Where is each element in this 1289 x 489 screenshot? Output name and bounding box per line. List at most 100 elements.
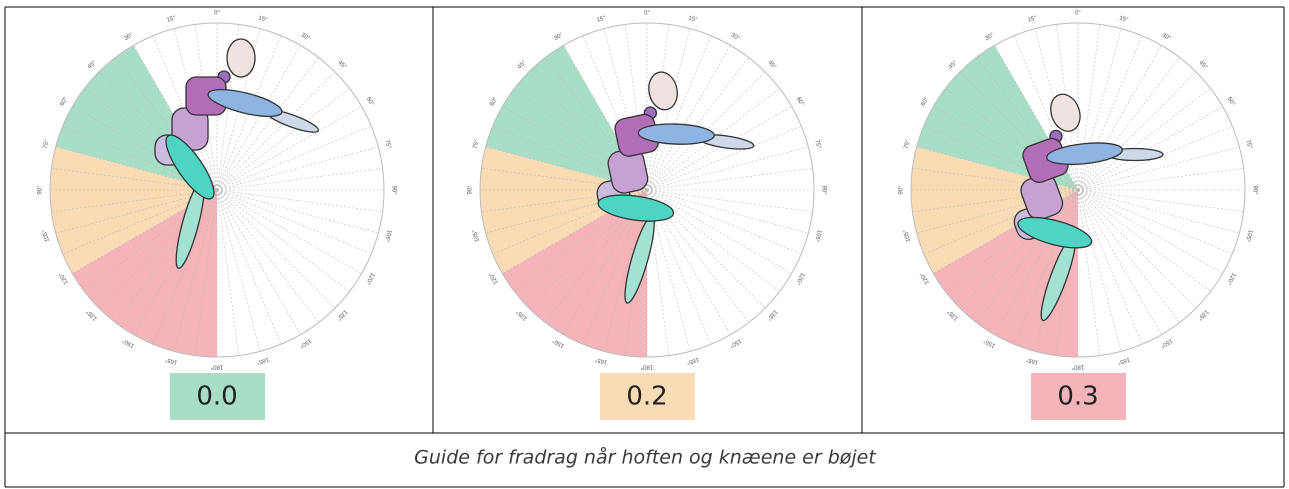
angle-label: 45° bbox=[336, 60, 347, 71]
angle-label: 150° bbox=[121, 337, 135, 349]
angle-label: 165° bbox=[164, 356, 178, 365]
radial-line bbox=[647, 107, 792, 191]
angle-label: 135° bbox=[515, 308, 528, 321]
angle-label: 150° bbox=[551, 337, 565, 349]
radial-line bbox=[1078, 29, 1121, 190]
angle-label: 105° bbox=[813, 229, 822, 243]
angle-label: 150° bbox=[1159, 337, 1173, 349]
angle-label: 15° bbox=[1027, 15, 1038, 23]
angle-label: 30° bbox=[984, 32, 995, 42]
angle-label: 120° bbox=[919, 271, 931, 285]
angle-label: 0° bbox=[644, 11, 650, 17]
radial-line bbox=[1078, 190, 1244, 212]
radial-line bbox=[217, 190, 260, 351]
angle-label: 30° bbox=[300, 32, 311, 42]
radial-line bbox=[217, 168, 383, 190]
radial-line bbox=[647, 147, 808, 190]
angle-label: 90° bbox=[899, 185, 905, 195]
dial: 0°15°15°30°30°45°45°60°60°75°75°90°90°10… bbox=[468, 11, 827, 370]
upper-arm bbox=[206, 84, 285, 122]
angle-label: 60° bbox=[1226, 96, 1236, 107]
dial: 0°15°15°30°30°45°45°60°60°75°75°90°90°10… bbox=[38, 11, 397, 370]
angle-label: 150° bbox=[728, 337, 742, 349]
angle-label: 60° bbox=[489, 96, 499, 107]
radial-line bbox=[217, 190, 335, 308]
radial-line bbox=[1078, 190, 1223, 274]
angle-label: 180° bbox=[1071, 363, 1084, 369]
angle-label: 180° bbox=[640, 363, 653, 369]
angle-label: 75° bbox=[43, 139, 51, 150]
dial: 0°15°15°30°30°45°45°60°60°75°75°90°90°10… bbox=[899, 11, 1258, 370]
angle-label: 30° bbox=[730, 32, 741, 42]
angle-label: 120° bbox=[794, 271, 806, 285]
radial-line bbox=[1078, 72, 1196, 190]
radial-line bbox=[1078, 190, 1239, 233]
angle-label: 45° bbox=[517, 59, 528, 70]
angle-label: 135° bbox=[335, 308, 348, 321]
head bbox=[1046, 90, 1085, 135]
radial-line bbox=[217, 190, 301, 335]
radial-line bbox=[647, 190, 801, 254]
radial-line bbox=[1078, 45, 1162, 190]
caption: Guide for fradrag når hoften og knæene e… bbox=[414, 446, 877, 469]
angle-label: 135° bbox=[765, 308, 778, 321]
angle-label: 90° bbox=[38, 185, 44, 195]
angle-label: 45° bbox=[87, 59, 98, 70]
angle-label: 120° bbox=[58, 271, 70, 285]
angle-label: 60° bbox=[59, 96, 69, 107]
angle-label: 30° bbox=[123, 32, 134, 42]
angle-label: 15° bbox=[166, 15, 177, 23]
radial-line bbox=[1078, 190, 1162, 335]
angle-label: 180° bbox=[210, 363, 223, 369]
radial-line bbox=[647, 190, 792, 274]
angle-label: 120° bbox=[364, 271, 376, 285]
radial-line bbox=[647, 168, 813, 190]
angle-label: 90° bbox=[468, 185, 474, 195]
angle-label: 165° bbox=[594, 356, 608, 365]
angle-label: 15° bbox=[596, 15, 607, 23]
angle-label: 0° bbox=[1075, 11, 1081, 17]
radial-line bbox=[1078, 190, 1196, 308]
angle-label: 15° bbox=[688, 16, 699, 24]
angle-label: 45° bbox=[766, 60, 777, 71]
angle-label: 90° bbox=[390, 185, 396, 195]
radial-line bbox=[217, 190, 239, 356]
radial-line bbox=[217, 190, 281, 344]
head bbox=[227, 39, 255, 77]
angle-label: 165° bbox=[1116, 356, 1130, 365]
page: Guide for fradrag når hoften og knæene e… bbox=[0, 0, 1289, 489]
radial-line bbox=[1078, 190, 1232, 254]
angle-label: 105° bbox=[903, 228, 912, 242]
radial-line bbox=[217, 190, 378, 233]
radial-line bbox=[217, 190, 362, 274]
radial-line bbox=[1078, 36, 1142, 190]
angle-label: 60° bbox=[920, 96, 930, 107]
radial-line bbox=[217, 126, 371, 190]
angle-label: 165° bbox=[685, 356, 699, 365]
angle-label: 75° bbox=[1244, 139, 1252, 150]
radial-line bbox=[1078, 24, 1100, 190]
angle-label: 90° bbox=[1251, 185, 1257, 195]
angle-label: 165° bbox=[1025, 356, 1039, 365]
angle-label: 135° bbox=[85, 308, 98, 321]
value-label: 0.2 bbox=[626, 382, 667, 412]
angle-label: 120° bbox=[488, 271, 500, 285]
radial-line bbox=[217, 190, 383, 212]
angle-label: 120° bbox=[1225, 271, 1237, 285]
angle-label: 45° bbox=[1197, 60, 1208, 71]
radial-line bbox=[1078, 190, 1121, 351]
angle-label: 105° bbox=[1244, 229, 1253, 243]
value-label: 0.0 bbox=[196, 382, 237, 412]
angle-label: 90° bbox=[820, 185, 826, 195]
angle-label: 75° bbox=[904, 139, 912, 150]
angle-label: 150° bbox=[982, 337, 996, 349]
radial-line bbox=[1078, 168, 1244, 190]
angle-label: 135° bbox=[1196, 308, 1209, 321]
angle-label: 150° bbox=[298, 337, 312, 349]
value-label: 0.3 bbox=[1057, 382, 1098, 412]
angle-label: 60° bbox=[795, 96, 805, 107]
angle-label: 105° bbox=[472, 228, 481, 242]
angle-label: 15° bbox=[1119, 16, 1130, 24]
angle-label: 135° bbox=[946, 308, 959, 321]
angle-label: 30° bbox=[553, 32, 564, 42]
